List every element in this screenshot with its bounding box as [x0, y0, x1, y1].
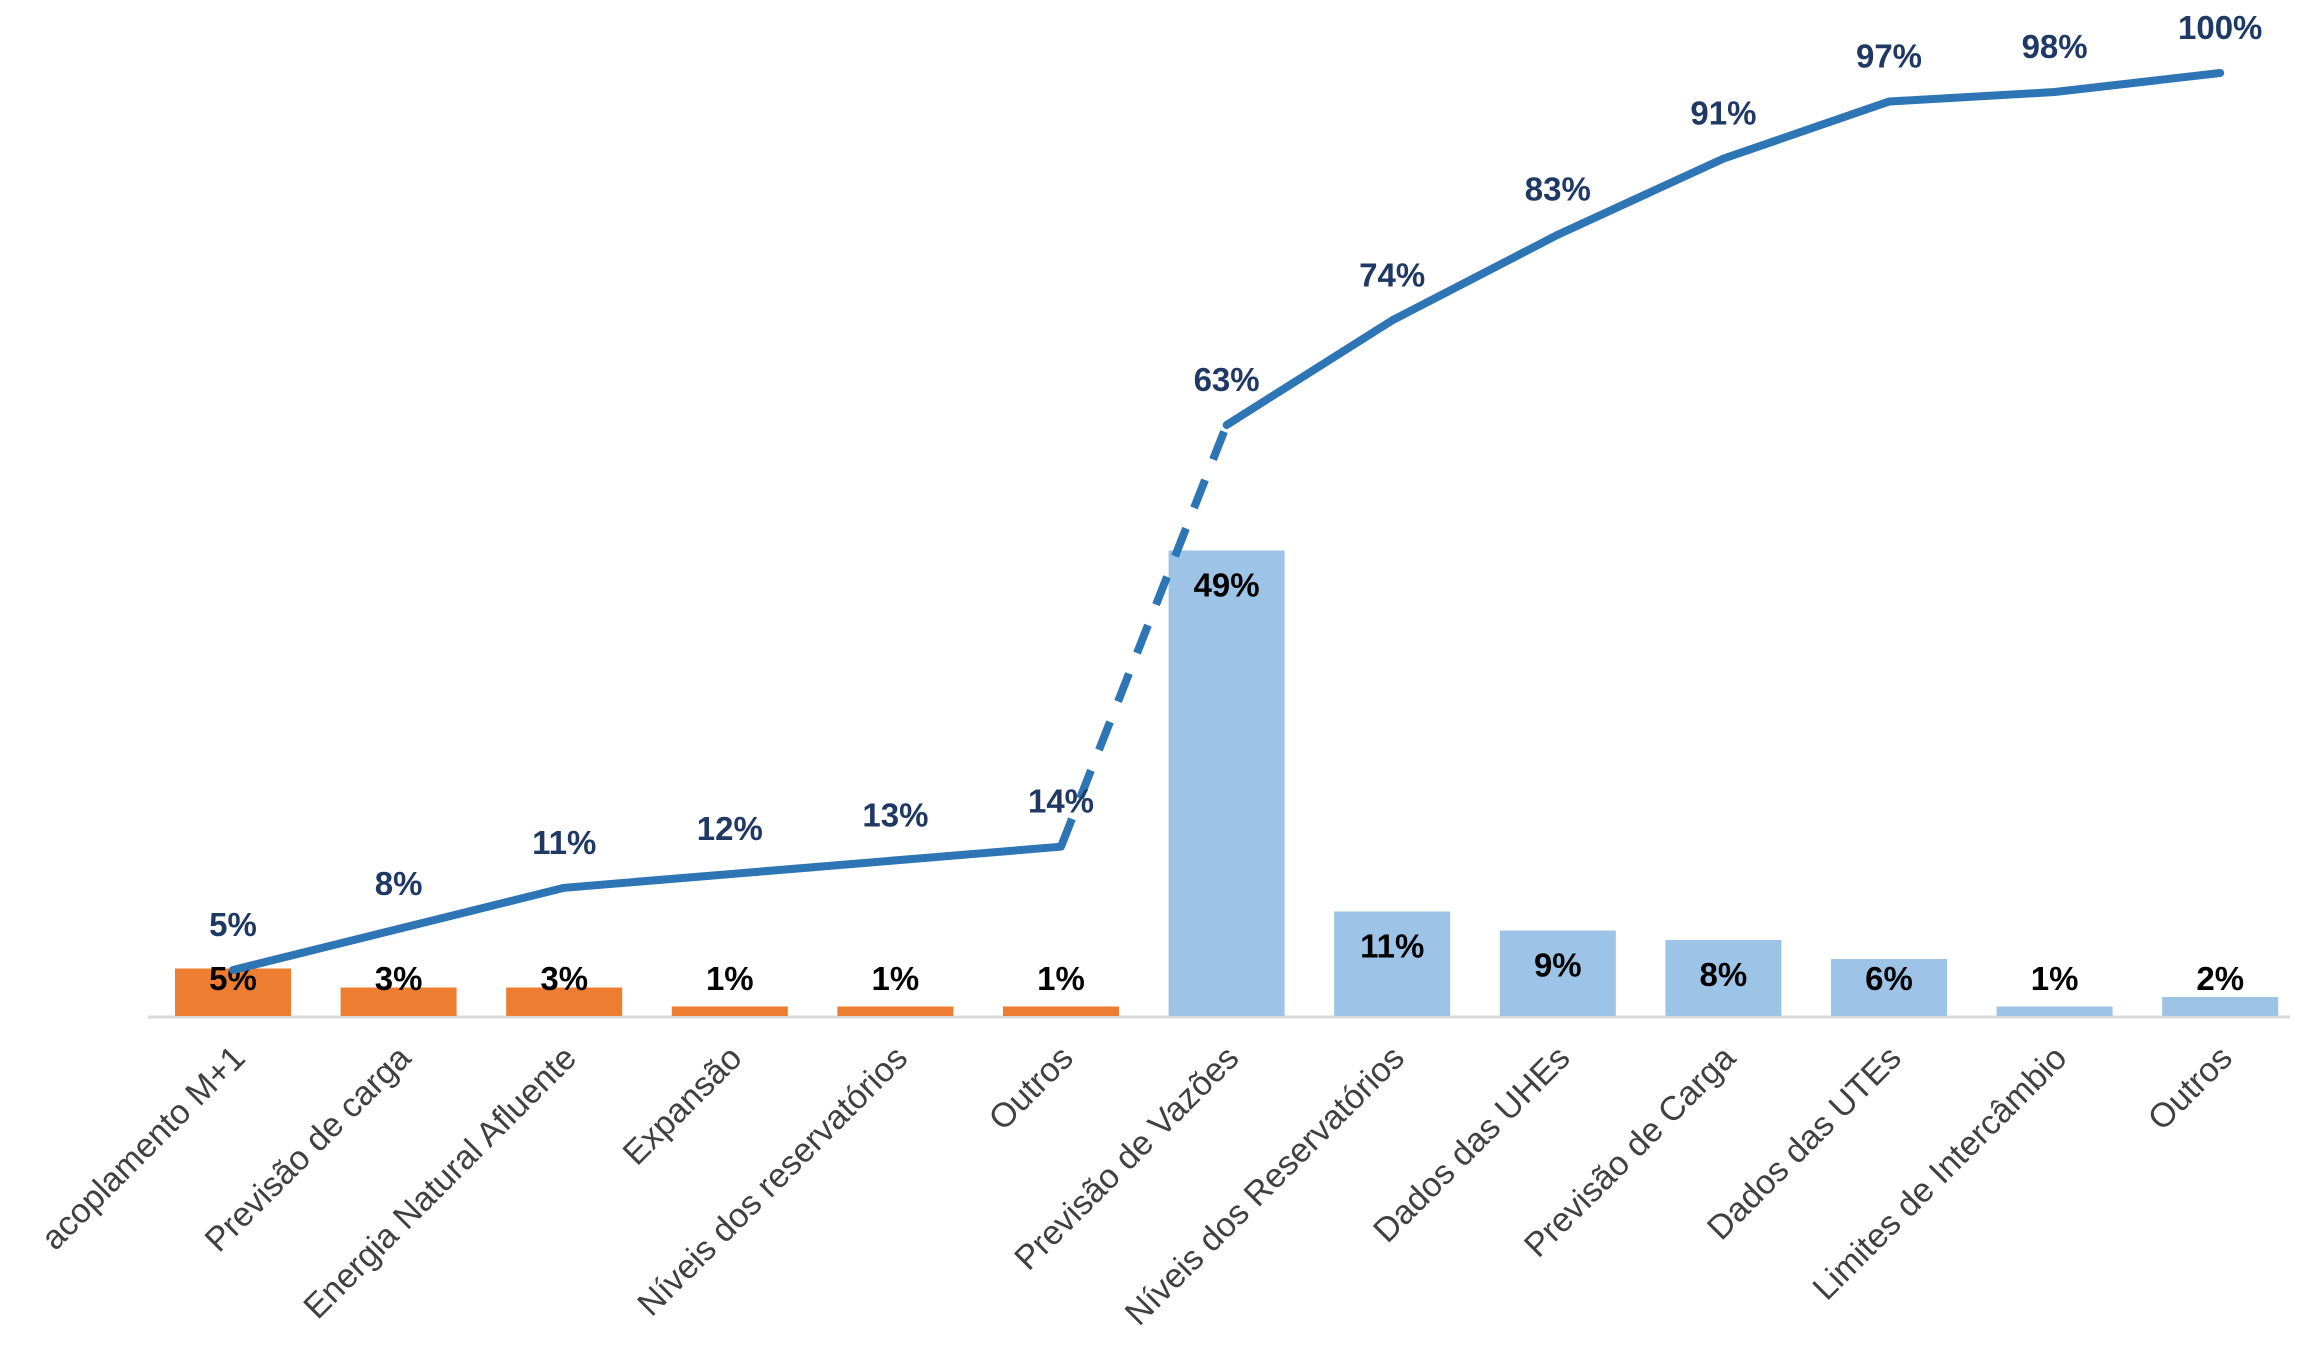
cumulative-label-10: 91%	[1690, 95, 1756, 132]
cumulative-label-7: 63%	[1194, 361, 1260, 398]
category-label-5: Níveis dos reservatórios	[630, 1039, 915, 1324]
bar-7	[1168, 550, 1285, 1016]
bar-label-10: 8%	[1700, 956, 1748, 993]
cumulative-line-dashed-segment	[1057, 423, 1231, 849]
bar-2	[340, 987, 457, 1016]
bar-3	[506, 987, 623, 1016]
bar-label-13: 2%	[2196, 960, 2244, 997]
bar-4	[671, 1006, 788, 1016]
bar-11	[1831, 959, 1947, 1016]
bar-9	[1499, 930, 1616, 1016]
cumulative-line-segment-1	[229, 842, 1065, 974]
cumulative-label-2: 8%	[375, 865, 423, 902]
cumulative-label-11: 97%	[1856, 38, 1922, 75]
cumulative-label-13: 100%	[2178, 9, 2262, 46]
bar-label-5: 1%	[872, 960, 920, 997]
category-label-4: Expansão	[616, 1039, 750, 1173]
bar-10	[1665, 940, 1782, 1016]
bar-label-11: 6%	[1865, 960, 1913, 997]
bar-label-3: 3%	[540, 960, 588, 997]
category-label-13: Outros	[2141, 1039, 2240, 1138]
bars-group	[175, 550, 2279, 1016]
bar-6	[1003, 1006, 1119, 1016]
cumulative-label-4: 12%	[697, 810, 763, 847]
cumulative-label-9: 83%	[1525, 171, 1591, 208]
cumulative-label-5: 13%	[862, 796, 928, 833]
bar-13	[2162, 997, 2279, 1016]
cumulative-label-1: 5%	[209, 906, 257, 943]
bar-12	[1996, 1006, 2113, 1016]
bar-label-12: 1%	[2031, 960, 2079, 997]
cumulative-label-8: 74%	[1359, 256, 1425, 293]
bar-5	[837, 1006, 954, 1016]
bar-8	[1334, 911, 1451, 1016]
category-label-8: Níveis dos Reservatórios	[1118, 1039, 1412, 1333]
bar-label-4: 1%	[706, 960, 754, 997]
category-label-3: Energia Natural Afluente	[296, 1039, 583, 1326]
cumulative-line-segment-2	[1222, 69, 2225, 429]
cumulative-label-6: 14%	[1028, 783, 1094, 820]
cumulative-line-group	[229, 69, 2225, 974]
bar-label-7: 49%	[1194, 567, 1260, 604]
bar-label-9: 9%	[1534, 947, 1582, 984]
bar-labels-group: 5% 3% 3% 1% 1% 1% 49% 11% 9% 8% 6% 1% 2%	[209, 567, 2244, 998]
bar-label-2: 3%	[375, 960, 423, 997]
cumulative-label-12: 98%	[2022, 28, 2088, 65]
cumulative-labels-group: 5% 8% 11% 12% 13% 14% 63% 74% 83% 91% 97% 98% 100%	[209, 9, 2262, 943]
bar-label-6: 1%	[1037, 960, 1085, 997]
cumulative-label-3: 11%	[532, 824, 596, 861]
bar-1	[175, 968, 291, 1016]
category-label-6: Outros	[982, 1039, 1081, 1138]
bar-label-8: 11%	[1360, 928, 1424, 965]
